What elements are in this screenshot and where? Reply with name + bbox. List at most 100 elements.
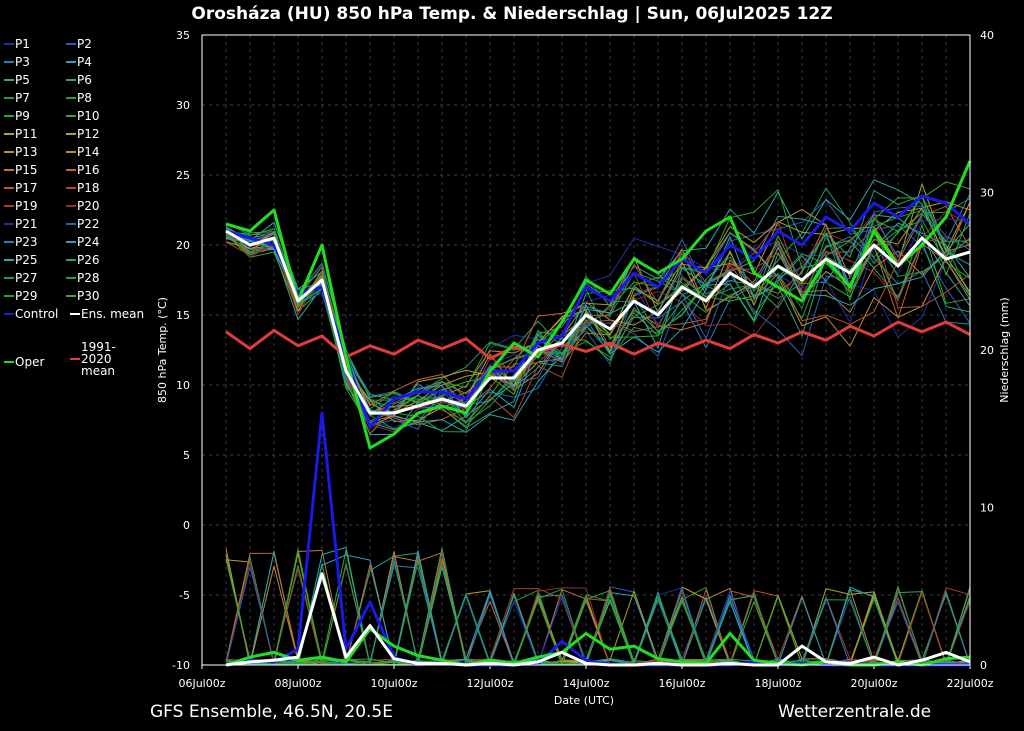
x-tick-label: 16Jul00z (658, 677, 705, 690)
legend-item-p26: P26 (66, 254, 100, 266)
ens-mean-temp-line (225, 229, 971, 415)
y-tick-label: -5 (179, 589, 190, 602)
legend-swatch (4, 361, 14, 363)
legend-swatch (4, 259, 14, 261)
legend-swatch (70, 358, 80, 360)
legend-label: P10 (77, 109, 100, 123)
legend-label: P19 (15, 199, 38, 213)
legend-item-p23: P23 (4, 236, 38, 248)
legend-swatch (66, 97, 76, 99)
legend-label: P11 (15, 127, 38, 141)
y2-tick-label: 30 (980, 187, 994, 200)
y-tick-label: 0 (183, 519, 190, 532)
legend-item-p21: P21 (4, 218, 38, 230)
model-location-label: GFS Ensemble, 46.5N, 20.5E (150, 702, 393, 722)
legend-swatch (70, 313, 80, 315)
x-tick-label: 14Jul00z (562, 677, 609, 690)
legend-item-p12: P12 (66, 128, 100, 140)
member-temp-line-p28 (225, 232, 971, 433)
legend-swatch (66, 43, 76, 45)
legend-label: P22 (77, 217, 100, 231)
climatology-line (225, 320, 971, 360)
legend-swatch (66, 169, 76, 171)
legend-label: P28 (77, 271, 100, 285)
legend-label: P29 (15, 289, 38, 303)
legend-swatch (66, 295, 76, 297)
legend-item-p27: P27 (4, 272, 38, 284)
oper-precip-line (225, 627, 971, 667)
legend-item-control: Control (4, 308, 58, 320)
legend-item-p7: P7 (4, 92, 30, 104)
legend-label: P5 (15, 73, 30, 87)
member-temp-line-p5 (225, 179, 971, 432)
legend-label: P16 (77, 163, 100, 177)
legend-label: P27 (15, 271, 38, 285)
legend-label: P4 (77, 55, 92, 69)
legend-swatch (4, 241, 14, 243)
y-tick-label: -10 (172, 659, 190, 672)
legend-item-p2: P2 (66, 38, 92, 50)
y-tick-label: 30 (176, 99, 190, 112)
legend-item-p20: P20 (66, 200, 100, 212)
legend-swatch (4, 223, 14, 225)
member-temp-line-p30 (225, 181, 971, 405)
legend-swatch (4, 43, 14, 45)
legend-item-p16: P16 (66, 164, 100, 176)
x-tick-label: 20Jul00z (850, 677, 897, 690)
legend-item-p1: P1 (4, 38, 30, 50)
legend-swatch (66, 259, 76, 261)
legend-swatch (66, 151, 76, 153)
legend-swatch (4, 61, 14, 63)
legend-swatch (4, 97, 14, 99)
legend-item-climatology: 1991-2020 mean (70, 341, 141, 377)
legend-label: P13 (15, 145, 38, 159)
x-axis-label: Date (UTC) (554, 694, 614, 707)
chart-title: Orosháza (HU) 850 hPa Temp. & Niederschl… (191, 4, 833, 24)
legend-label: P18 (77, 181, 100, 195)
legend-item-p24: P24 (66, 236, 100, 248)
legend-label: Control (15, 307, 59, 321)
x-tick-label: 06Jul00z (178, 677, 225, 690)
legend-label: P3 (15, 55, 30, 69)
legend-swatch (66, 61, 76, 63)
legend-item-p6: P6 (66, 74, 92, 86)
y2-tick-label: 0 (980, 659, 987, 672)
member-temp-line-p23 (225, 193, 971, 413)
legend-label: P12 (77, 127, 100, 141)
legend-item-p15: P15 (4, 164, 38, 176)
legend-swatch (66, 79, 76, 81)
legend-swatch (4, 277, 14, 279)
legend-label: P6 (77, 73, 92, 87)
legend-label: P23 (15, 235, 38, 249)
legend-item-p14: P14 (66, 146, 100, 158)
y-tick-label: 25 (176, 169, 190, 182)
legend-item-p17: P17 (4, 182, 38, 194)
y-tick-label: 15 (176, 309, 190, 322)
legend-item-oper: Oper (4, 356, 44, 368)
y-tick-label: 5 (183, 449, 190, 462)
legend-swatch (4, 205, 14, 207)
legend-label: P21 (15, 217, 38, 231)
legend-label: Ens. mean (81, 307, 145, 321)
member-temp-line-p26 (225, 190, 971, 417)
legend-swatch (4, 79, 14, 81)
member-temp-line-p18 (225, 228, 971, 434)
legend-swatch (66, 133, 76, 135)
legend-item-p8: P8 (66, 92, 92, 104)
legend-swatch (66, 223, 76, 225)
legend-label: P25 (15, 253, 38, 267)
legend-label: P7 (15, 91, 30, 105)
legend-item-p11: P11 (4, 128, 38, 140)
x-tick-label: 08Jul00z (274, 677, 321, 690)
oper-temp-line (225, 160, 972, 450)
legend-swatch (4, 169, 14, 171)
legend-label: P14 (77, 145, 100, 159)
legend-item-p18: P18 (66, 182, 100, 194)
y2-tick-label: 10 (980, 502, 994, 515)
legend-item-p19: P19 (4, 200, 38, 212)
legend-label: P30 (77, 289, 100, 303)
legend-label: P26 (77, 253, 100, 267)
legend-item-p28: P28 (66, 272, 100, 284)
y-tick-label: 20 (176, 239, 190, 252)
